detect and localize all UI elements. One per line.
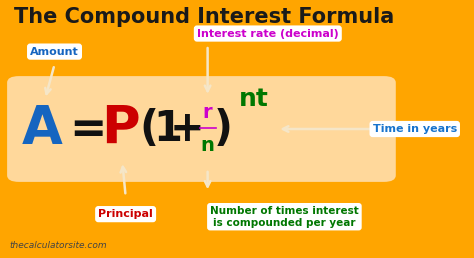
Text: Amount: Amount (30, 47, 79, 57)
Text: Principal: Principal (98, 209, 153, 219)
Text: ): ) (213, 108, 232, 150)
Text: Time in years: Time in years (373, 124, 457, 134)
Text: r: r (203, 103, 212, 122)
Text: thecalculatorsite.com: thecalculatorsite.com (9, 241, 107, 250)
Text: (: ( (140, 108, 159, 150)
Text: The Compound Interest Formula: The Compound Interest Formula (14, 7, 394, 27)
Text: Interest rate (decimal): Interest rate (decimal) (197, 29, 339, 38)
Text: +: + (170, 108, 205, 150)
Text: A: A (22, 103, 63, 155)
Text: n: n (201, 136, 215, 155)
Text: nt: nt (238, 87, 269, 111)
Text: 1: 1 (154, 108, 183, 150)
Text: Number of times interest
is compounded per year: Number of times interest is compounded p… (210, 206, 359, 228)
Text: =: = (69, 108, 106, 150)
FancyBboxPatch shape (7, 76, 396, 182)
Text: P: P (101, 103, 140, 155)
